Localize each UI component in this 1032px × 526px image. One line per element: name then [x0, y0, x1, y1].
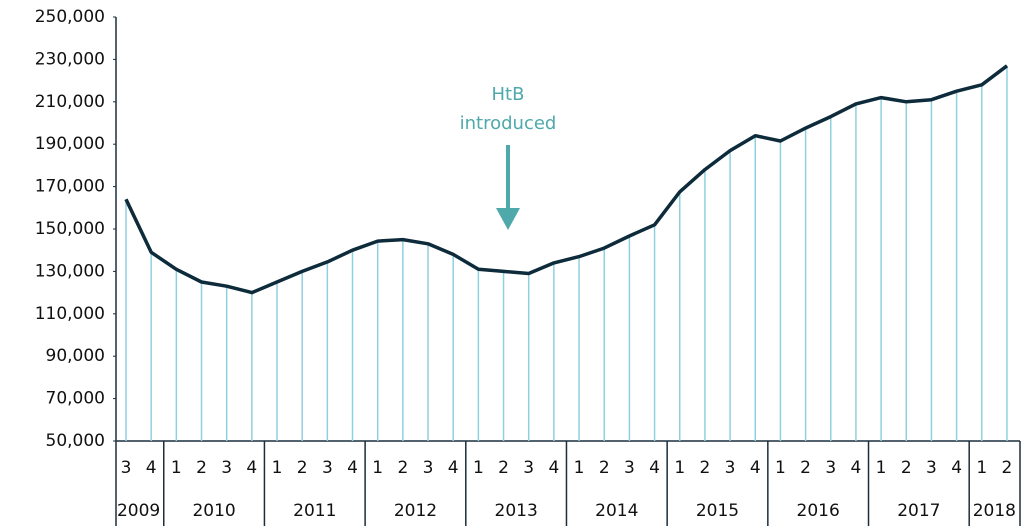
x-tick-label: 3 [725, 458, 736, 478]
x-tick-label: 4 [649, 458, 660, 478]
y-tick-label: 50,000 [46, 431, 105, 451]
x-group-label: 2009 [117, 501, 160, 521]
x-tick-label: 1 [272, 458, 283, 478]
x-tick-label: 1 [372, 458, 383, 478]
x-tick-label: 1 [976, 458, 987, 478]
y-tick-label: 150,000 [35, 219, 105, 239]
x-tick-label: 3 [322, 458, 333, 478]
y-tick-label: 230,000 [35, 49, 105, 69]
x-tick-label: 4 [448, 458, 459, 478]
x-tick-label: 1 [171, 458, 182, 478]
x-tick-label: 4 [851, 458, 862, 478]
y-tick-label: 190,000 [35, 134, 105, 154]
annotation-arrowhead [496, 208, 520, 230]
x-tick-label: 3 [926, 458, 937, 478]
x-group-label: 2017 [897, 501, 940, 521]
x-tick-label: 1 [775, 458, 786, 478]
x-tick-label: 4 [246, 458, 257, 478]
x-tick-label: 2 [599, 458, 610, 478]
x-tick-label: 1 [876, 458, 887, 478]
x-tick-label: 2 [1002, 458, 1013, 478]
y-tick-label: 170,000 [35, 177, 105, 197]
x-tick-label: 2 [699, 458, 710, 478]
x-tick-label: 4 [548, 458, 559, 478]
y-tick-label: 210,000 [35, 92, 105, 112]
x-tick-label: 2 [800, 458, 811, 478]
x-tick-label: 2 [397, 458, 408, 478]
x-tick-label: 1 [473, 458, 484, 478]
x-tick-label: 3 [221, 458, 232, 478]
x-tick-label: 2 [297, 458, 308, 478]
annotation: introduced [460, 113, 557, 134]
x-tick-label: 4 [347, 458, 358, 478]
x-group-label: 2010 [192, 501, 235, 521]
y-tick-label: 110,000 [35, 304, 105, 324]
x-tick-label: 1 [674, 458, 685, 478]
y-tick-label: 250,000 [35, 7, 105, 27]
x-tick-label: 3 [624, 458, 635, 478]
x-group-label: 2016 [797, 501, 840, 521]
x-tick-label: 1 [574, 458, 585, 478]
x-group-label: 2018 [973, 501, 1016, 521]
x-tick-label: 3 [121, 458, 132, 478]
x-tick-label: 2 [498, 458, 509, 478]
y-tick-label: 130,000 [35, 261, 105, 281]
x-tick-label: 2 [196, 458, 207, 478]
x-tick-label: 4 [146, 458, 157, 478]
y-tick-label: 70,000 [46, 389, 105, 409]
x-group-label: 2014 [595, 501, 638, 521]
x-tick-label: 3 [523, 458, 534, 478]
x-group-label: 2011 [293, 501, 336, 521]
x-group-label: 2015 [696, 501, 739, 521]
x-tick-label: 4 [951, 458, 962, 478]
annotation: HtB [492, 84, 525, 105]
x-group-label: 2012 [394, 501, 437, 521]
line [124, 64, 1009, 295]
x-tick-label: 2 [901, 458, 912, 478]
x-tick-label: 3 [423, 458, 434, 478]
x-group-label: 2013 [495, 501, 538, 521]
y-tick-label: 90,000 [46, 346, 105, 366]
x-tick-label: 4 [750, 458, 761, 478]
x-tick-label: 3 [825, 458, 836, 478]
